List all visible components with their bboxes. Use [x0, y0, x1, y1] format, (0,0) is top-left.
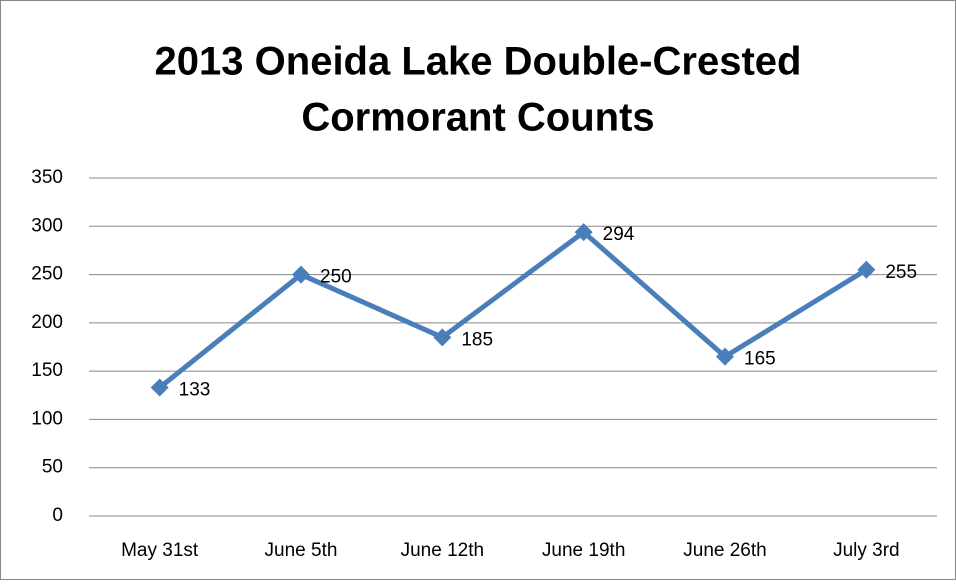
- x-tick-label: June 19th: [542, 540, 625, 561]
- data-label: 185: [461, 329, 493, 350]
- y-tick-label: 100: [31, 408, 63, 429]
- data-label: 250: [320, 267, 352, 288]
- x-tick-label: May 31st: [121, 540, 199, 561]
- y-tick-label: 350: [31, 167, 63, 188]
- chart-title: 2013 Oneida Lake Double-Crested: [155, 40, 802, 84]
- chart-title: Cormorant Counts: [301, 96, 654, 140]
- marker: [433, 328, 452, 347]
- marker: [716, 347, 734, 366]
- y-tick-label: 300: [31, 215, 63, 236]
- data-label: 294: [603, 224, 635, 245]
- y-tick-label: 200: [31, 312, 63, 333]
- y-tick-label: 50: [42, 457, 63, 478]
- x-tick-label: July 3rd: [833, 540, 900, 561]
- y-tick-label: 150: [31, 360, 63, 381]
- marker: [150, 378, 169, 397]
- x-tick-label: June 12th: [401, 540, 484, 561]
- y-tick-label: 0: [52, 505, 63, 526]
- series-line: [158, 229, 868, 390]
- data-label: 133: [179, 380, 211, 401]
- marker: [574, 223, 593, 242]
- data-label: 165: [744, 349, 776, 370]
- x-tick-label: June 5th: [265, 540, 338, 561]
- marker: [292, 265, 310, 284]
- y-tick-label: 250: [31, 264, 63, 285]
- marker: [857, 260, 876, 279]
- data-label: 255: [885, 262, 917, 283]
- x-tick-label: June 26th: [683, 540, 766, 561]
